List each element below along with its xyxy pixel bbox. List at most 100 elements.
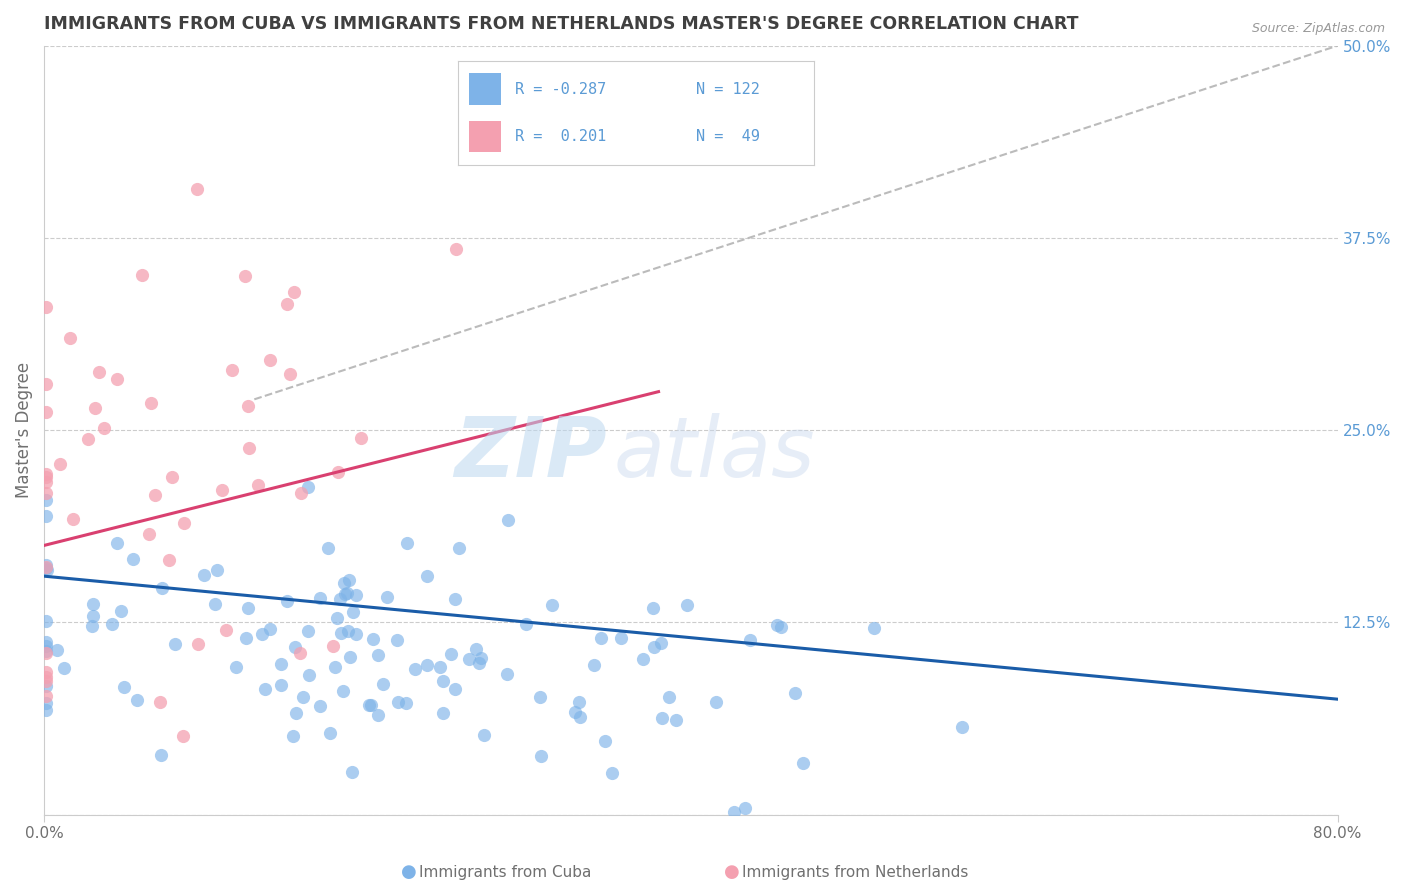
Point — [734, 801, 756, 815]
Point — [259, 353, 281, 368]
Point — [335, 587, 357, 601]
Point — [35, 486, 58, 500]
Point — [344, 627, 367, 641]
Point — [35, 665, 58, 679]
Point — [205, 563, 228, 577]
Point — [35, 405, 58, 419]
Point — [131, 268, 153, 282]
Point — [281, 729, 304, 743]
Point — [332, 575, 354, 590]
Point — [568, 710, 591, 724]
Point — [309, 591, 332, 606]
Point — [121, 552, 143, 566]
Point — [676, 598, 699, 612]
Point — [225, 659, 247, 673]
Text: Source: ZipAtlas.com: Source: ZipAtlas.com — [1251, 22, 1385, 36]
Point — [339, 650, 361, 665]
Point — [651, 711, 673, 725]
Point — [35, 674, 58, 689]
Point — [443, 682, 465, 697]
Text: ●: ● — [724, 863, 740, 881]
Point — [329, 592, 352, 607]
Point — [35, 470, 58, 484]
Point — [515, 616, 537, 631]
Point — [404, 662, 426, 676]
Point — [35, 670, 58, 684]
Point — [280, 368, 302, 382]
Point — [105, 536, 128, 550]
Text: Immigrants from Cuba: Immigrants from Cuba — [419, 865, 592, 880]
Point — [359, 698, 381, 713]
Point — [35, 689, 58, 703]
Point — [149, 695, 172, 709]
Point — [35, 703, 58, 717]
Point — [447, 541, 470, 555]
Point — [35, 377, 58, 392]
Point — [658, 690, 681, 704]
Point — [568, 695, 591, 709]
Point — [204, 597, 226, 611]
Point — [215, 624, 238, 638]
Point — [284, 706, 307, 720]
Point — [211, 483, 233, 498]
Text: IMMIGRANTS FROM CUBA VS IMMIGRANTS FROM NETHERLANDS MASTER'S DEGREE CORRELATION : IMMIGRANTS FROM CUBA VS IMMIGRANTS FROM … — [44, 15, 1078, 33]
Point — [429, 660, 451, 674]
Point — [367, 648, 389, 662]
Text: ZIP: ZIP — [454, 413, 607, 493]
Point — [297, 624, 319, 639]
Point — [540, 598, 562, 612]
Point — [297, 479, 319, 493]
Point — [330, 626, 353, 640]
Point — [276, 297, 298, 311]
Point — [468, 656, 491, 670]
Point — [641, 600, 664, 615]
Point — [87, 365, 110, 379]
Point — [157, 553, 180, 567]
Point — [385, 633, 408, 648]
Point — [236, 399, 259, 413]
Point — [318, 726, 340, 740]
Point — [290, 647, 312, 661]
Point — [250, 626, 273, 640]
Point — [444, 591, 467, 606]
Point — [650, 635, 672, 649]
Point — [35, 640, 58, 654]
Point — [82, 609, 104, 624]
Point — [723, 805, 745, 819]
Point — [318, 541, 340, 556]
Point — [416, 569, 439, 583]
Point — [344, 588, 367, 602]
Point — [464, 642, 486, 657]
Text: ●: ● — [401, 863, 416, 881]
Point — [162, 469, 184, 483]
Point — [432, 673, 454, 688]
Point — [738, 632, 761, 647]
Point — [591, 631, 613, 645]
Point — [395, 697, 418, 711]
Point — [950, 720, 973, 734]
Point — [326, 465, 349, 479]
Point — [336, 585, 359, 599]
Point — [270, 657, 292, 671]
Point — [93, 420, 115, 434]
Point — [360, 698, 382, 713]
Point — [337, 624, 360, 639]
Point — [332, 684, 354, 698]
Point — [112, 680, 135, 694]
Point — [35, 492, 58, 507]
Point — [498, 513, 520, 527]
Point — [173, 516, 195, 530]
Point — [298, 667, 321, 681]
Point — [600, 766, 623, 780]
Point — [35, 558, 58, 573]
Point — [530, 748, 553, 763]
Point — [35, 647, 58, 661]
Point — [76, 432, 98, 446]
Point — [186, 182, 208, 196]
Point — [82, 619, 104, 633]
Point — [53, 661, 76, 675]
Point — [35, 563, 58, 577]
Point — [290, 486, 312, 500]
Point — [235, 268, 257, 283]
Point — [165, 637, 187, 651]
